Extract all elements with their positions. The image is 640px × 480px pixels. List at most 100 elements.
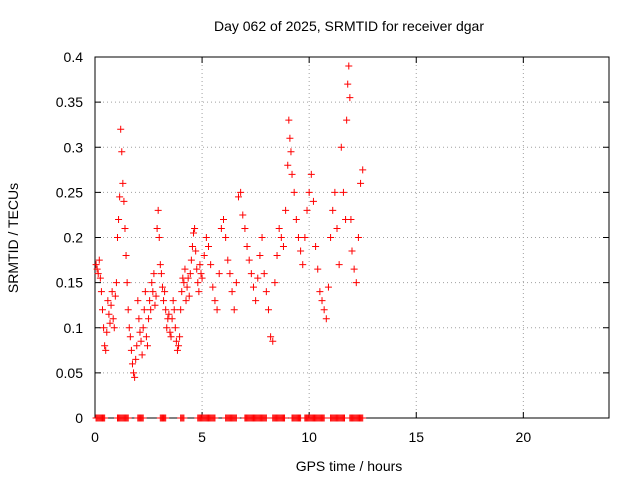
data-point [124, 306, 132, 314]
data-point [196, 261, 204, 269]
data-point [335, 261, 343, 269]
data-point [96, 274, 104, 282]
data-point [234, 193, 242, 201]
data-point [180, 279, 188, 287]
data-point [113, 234, 121, 241]
data-point [93, 265, 101, 273]
data-point [186, 270, 194, 278]
data-point [108, 288, 116, 296]
data-point [194, 279, 202, 287]
data-point [339, 188, 347, 196]
data-point [337, 143, 345, 151]
data-point [243, 243, 251, 251]
data-point [128, 360, 136, 368]
data-point [175, 342, 183, 350]
data-point [121, 224, 129, 232]
data-point [273, 252, 281, 260]
data-point [173, 346, 181, 354]
data-point [137, 337, 145, 345]
data-point [193, 265, 201, 273]
data-point [254, 274, 262, 282]
data-point [107, 301, 115, 309]
data-point [149, 288, 157, 296]
zero-point [162, 414, 170, 422]
data-point [222, 234, 230, 241]
data-point [224, 256, 232, 264]
data-point [187, 256, 195, 264]
y-tick-label: 0.4 [64, 49, 84, 65]
data-point [346, 94, 354, 102]
data-point [354, 234, 362, 241]
data-point [178, 288, 186, 296]
y-tick-label: 0.35 [56, 94, 83, 110]
data-point [211, 297, 219, 305]
data-point [120, 197, 128, 205]
data-point [138, 351, 146, 359]
data-point [182, 297, 190, 305]
data-point [151, 301, 159, 309]
data-point [117, 125, 125, 133]
data-point [287, 148, 295, 156]
data-point [116, 193, 124, 201]
data-point [152, 292, 160, 300]
y-tick-label: 0.25 [56, 184, 83, 200]
data-point [230, 306, 238, 314]
data-point [104, 297, 112, 305]
data-point [267, 333, 275, 341]
data-point [314, 265, 322, 273]
data-point [167, 333, 175, 341]
data-point [166, 328, 174, 336]
data-point [324, 283, 332, 291]
data-point [161, 288, 169, 296]
data-point [131, 373, 139, 381]
data-point [285, 116, 293, 124]
zero-point [262, 414, 270, 422]
data-point [288, 170, 296, 178]
data-point [98, 306, 106, 314]
data-point [100, 324, 108, 332]
data-point [316, 288, 324, 296]
data-point [125, 324, 133, 332]
data-point [109, 315, 117, 323]
data-point [145, 315, 153, 323]
data-point [241, 224, 249, 232]
zero-point [124, 414, 132, 422]
data-point [252, 297, 260, 305]
data-point [101, 342, 109, 350]
data-point [106, 319, 114, 327]
data-point [303, 206, 311, 214]
zero-point [359, 414, 367, 422]
data-point [122, 252, 130, 260]
zero-point [232, 414, 240, 422]
y-tick-label: 0 [75, 410, 83, 426]
data-point [345, 62, 353, 70]
data-point [171, 324, 179, 332]
data-point [331, 188, 339, 196]
data-point [95, 256, 103, 264]
data-point [228, 288, 236, 296]
data-point [110, 324, 118, 332]
data-point [290, 188, 298, 196]
data-point [139, 324, 147, 332]
data-point [192, 247, 200, 255]
data-point [269, 337, 277, 345]
data-point [136, 328, 144, 336]
data-point [294, 234, 302, 241]
data-point [132, 355, 140, 363]
zero-point [320, 414, 328, 422]
data-point [200, 252, 208, 260]
data-point [220, 215, 227, 223]
data-point [347, 215, 355, 223]
data-point [256, 252, 264, 260]
data-point [184, 274, 192, 282]
data-point [185, 292, 193, 300]
data-point [247, 270, 255, 278]
x-tick-label: 15 [408, 429, 424, 445]
y-tick-label: 0.05 [56, 365, 83, 381]
data-point [154, 206, 162, 214]
data-point [245, 256, 253, 264]
data-point [309, 197, 317, 205]
data-point [352, 279, 360, 287]
data-point [177, 306, 185, 314]
